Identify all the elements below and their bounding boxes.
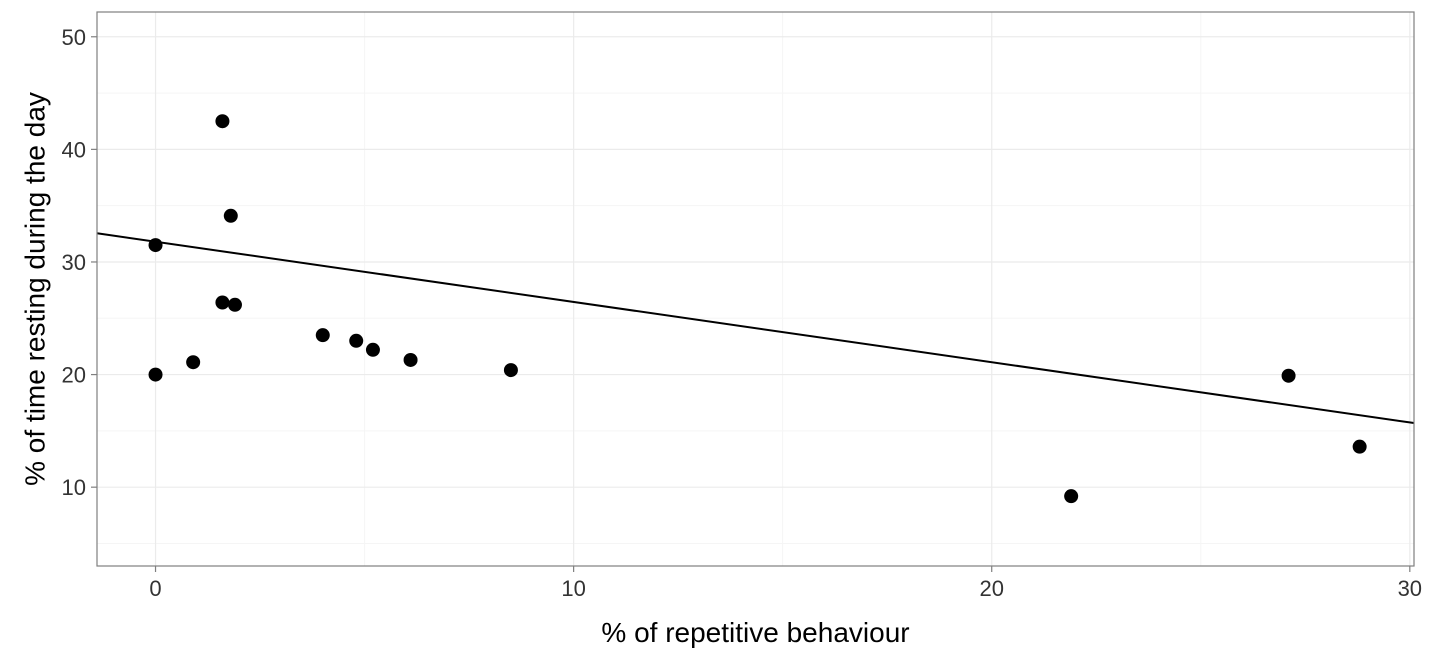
data-point: [365, 342, 380, 357]
y-tick-label: 50: [62, 25, 86, 50]
data-point: [223, 208, 238, 223]
y-tick-label: 40: [62, 137, 86, 162]
data-point: [1281, 368, 1296, 383]
data-point: [1064, 489, 1079, 504]
y-tick-label: 10: [62, 475, 86, 500]
panel-border: [96, 11, 1415, 567]
x-tick-label: 30: [1398, 576, 1422, 601]
y-tick-label: 20: [62, 363, 86, 388]
data-point: [1352, 439, 1367, 454]
plot-background: [97, 12, 1414, 566]
regression-line: [96, 232, 1415, 425]
data-point: [503, 363, 518, 378]
data-point: [403, 352, 418, 367]
minor-gridlines: [97, 12, 1414, 566]
y-axis-ticks: 10 20 30 40 50: [62, 25, 97, 500]
data-point: [186, 355, 201, 370]
data-point: [148, 367, 163, 382]
data-points: [148, 114, 1367, 504]
x-axis-title: % of repetitive behaviour: [601, 617, 909, 648]
x-tick-label: 0: [149, 576, 161, 601]
x-axis-ticks: 0 10 20 30: [149, 566, 1422, 601]
x-tick-label: 20: [979, 576, 1003, 601]
y-tick-label: 30: [62, 250, 86, 275]
data-point: [227, 297, 242, 312]
data-point: [148, 238, 163, 253]
major-gridlines: [97, 12, 1414, 566]
x-tick-label: 10: [561, 576, 585, 601]
data-point: [215, 295, 230, 310]
data-point: [215, 114, 230, 129]
y-axis-title: % of time resting during the day: [19, 92, 50, 486]
data-point: [315, 328, 330, 343]
data-point: [349, 333, 364, 348]
